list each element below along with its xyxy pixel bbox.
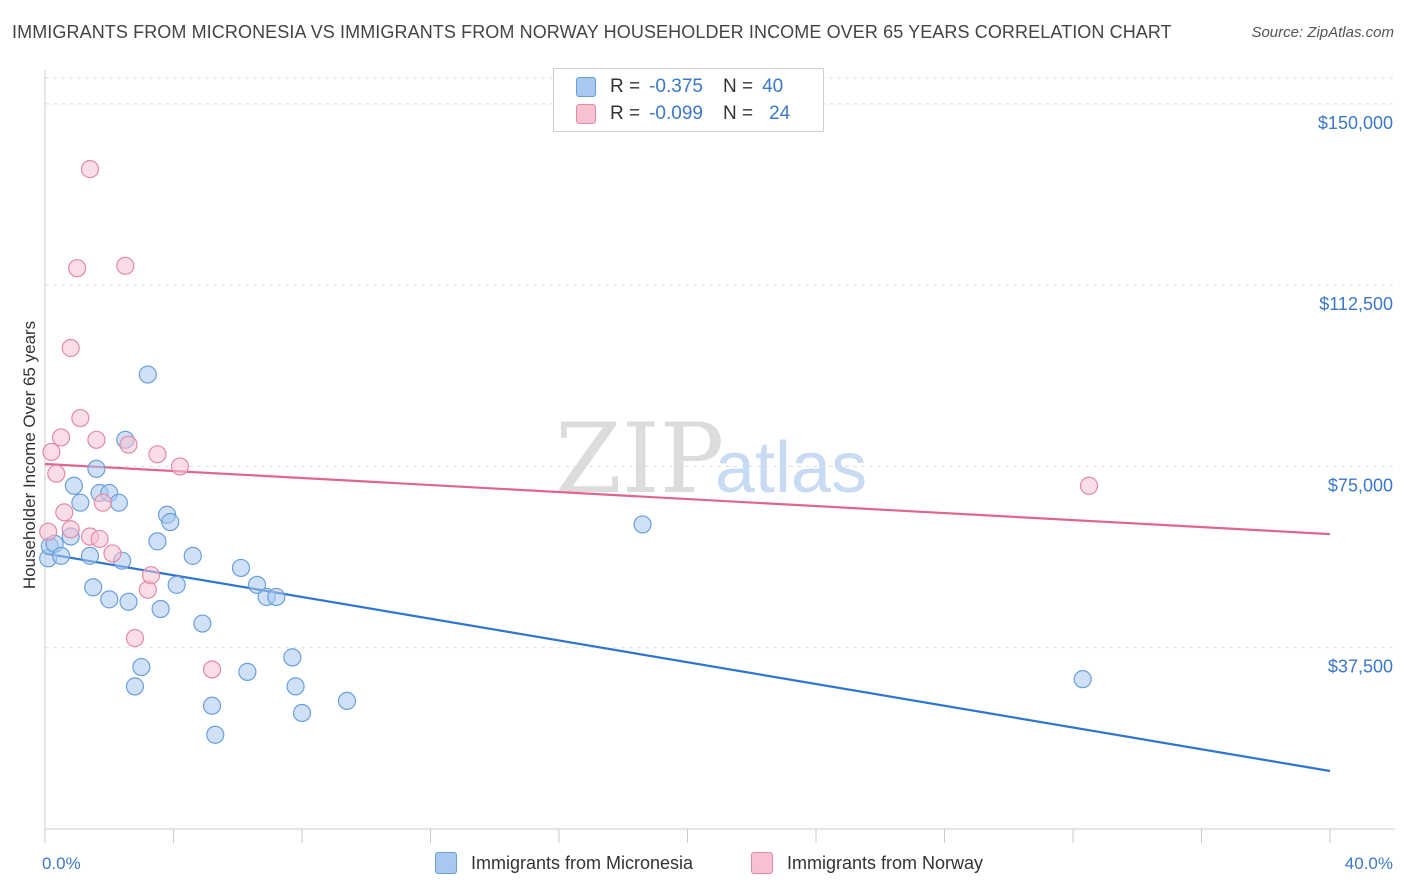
norway-point	[1079, 476, 1099, 495]
norway-point	[170, 457, 190, 476]
micronesia-swatch	[576, 77, 596, 97]
micronesia-point	[125, 677, 145, 696]
correlation-legend: R = -0.375 N = 40 R = -0.099 N = 24	[553, 68, 824, 132]
norway-point	[42, 442, 61, 462]
micronesia-point	[138, 365, 157, 384]
norway-point	[61, 338, 80, 358]
norway-legend-swatch	[751, 852, 773, 874]
y-tick-label: $37,500	[1328, 657, 1393, 677]
micronesia-point	[167, 575, 186, 594]
legend-item-norway: Immigrants from Norway	[751, 852, 983, 874]
n-value: 24	[769, 103, 791, 124]
micronesia-point	[286, 677, 305, 696]
chart-title: IMMIGRANTS FROM MICRONESIA VS IMMIGRANTS…	[12, 22, 1172, 42]
micronesia-point	[206, 725, 225, 744]
watermark: ZIP atlas	[555, 403, 867, 515]
micronesia-point	[1073, 670, 1092, 689]
legend-label-norway: Immigrants from Norway	[787, 852, 984, 873]
n-label: N =	[722, 103, 754, 124]
x-tick-label: 0.0%	[42, 854, 81, 873]
micronesia-point	[267, 587, 286, 607]
micronesia-point	[633, 515, 652, 534]
watermark-atlas: atlas	[715, 428, 867, 508]
legend-row-norway: R = -0.099 N = 24	[576, 102, 790, 126]
norway-swatch	[576, 104, 596, 124]
norway-point	[39, 522, 58, 541]
legend-item-micronesia: Immigrants from Micronesia	[435, 852, 693, 874]
micronesia-point	[51, 546, 71, 565]
micronesia-point	[80, 546, 100, 565]
micronesia-point	[247, 575, 267, 594]
micronesia-point	[183, 546, 202, 565]
n-value: 40	[762, 76, 784, 97]
r-label: R =	[610, 103, 641, 124]
r-value: -0.099	[649, 103, 703, 124]
x-tick-label: 40.0%	[1345, 854, 1393, 873]
y-axis-title: Householder Income Over 65 years	[20, 321, 39, 589]
r-value: -0.375	[649, 76, 703, 97]
micronesia-point	[87, 459, 106, 478]
micronesia-point	[202, 696, 222, 715]
y-tick-label: $75,000	[1328, 475, 1393, 495]
micronesia-point	[337, 691, 357, 710]
norway-point	[103, 544, 122, 563]
norway-point	[68, 259, 87, 278]
n-label: N =	[722, 76, 754, 97]
micronesia-legend-swatch	[435, 852, 457, 874]
micronesia-point	[100, 590, 119, 609]
y-tick-label: $112,500	[1319, 294, 1393, 314]
axis-labels: $37,500 $75,000 $112,500 $150,000 0.0% 40.0%	[42, 113, 1393, 873]
norway-point	[80, 160, 100, 179]
r-label: R =	[610, 76, 641, 97]
norway-point	[51, 428, 71, 447]
watermark-zip: ZIP	[555, 403, 724, 515]
micronesia-point	[151, 599, 170, 619]
micronesia-trend-line	[44, 552, 1331, 773]
micronesia-point	[71, 493, 90, 512]
y-tick-label: $150,000	[1318, 113, 1393, 133]
norway-trend-line	[44, 462, 1331, 536]
norway-point	[55, 503, 74, 522]
norway-point	[125, 628, 145, 648]
norway-point	[202, 660, 222, 679]
micronesia-point	[132, 657, 151, 677]
series-legend: Immigrants from Micronesia Immigrants fr…	[0, 850, 1406, 878]
data-points	[39, 160, 1099, 744]
micronesia-point	[148, 532, 167, 551]
legend-row-micronesia: R = -0.375 N = 40	[576, 75, 783, 99]
micronesia-point	[119, 592, 138, 611]
micronesia-point	[193, 614, 212, 633]
norway-point	[148, 445, 167, 464]
micronesia-point	[283, 648, 302, 667]
norway-point	[47, 464, 66, 483]
norway-point	[119, 435, 138, 454]
norway-point	[71, 408, 90, 428]
norway-point	[90, 529, 109, 549]
micronesia-point	[161, 512, 180, 532]
micronesia-point	[109, 493, 128, 512]
norway-point	[93, 493, 112, 512]
micronesia-point	[238, 662, 257, 681]
norway-point	[87, 430, 106, 449]
micronesia-point	[292, 703, 312, 723]
legend-label-micronesia: Immigrants from Micronesia	[471, 852, 694, 873]
micronesia-point	[231, 558, 251, 578]
norway-point	[61, 520, 80, 539]
norway-point	[116, 256, 135, 275]
norway-point	[141, 566, 161, 585]
micronesia-point	[64, 476, 84, 495]
source-credit: Source: ZipAtlas.com	[1251, 24, 1394, 41]
micronesia-point	[84, 578, 103, 597]
